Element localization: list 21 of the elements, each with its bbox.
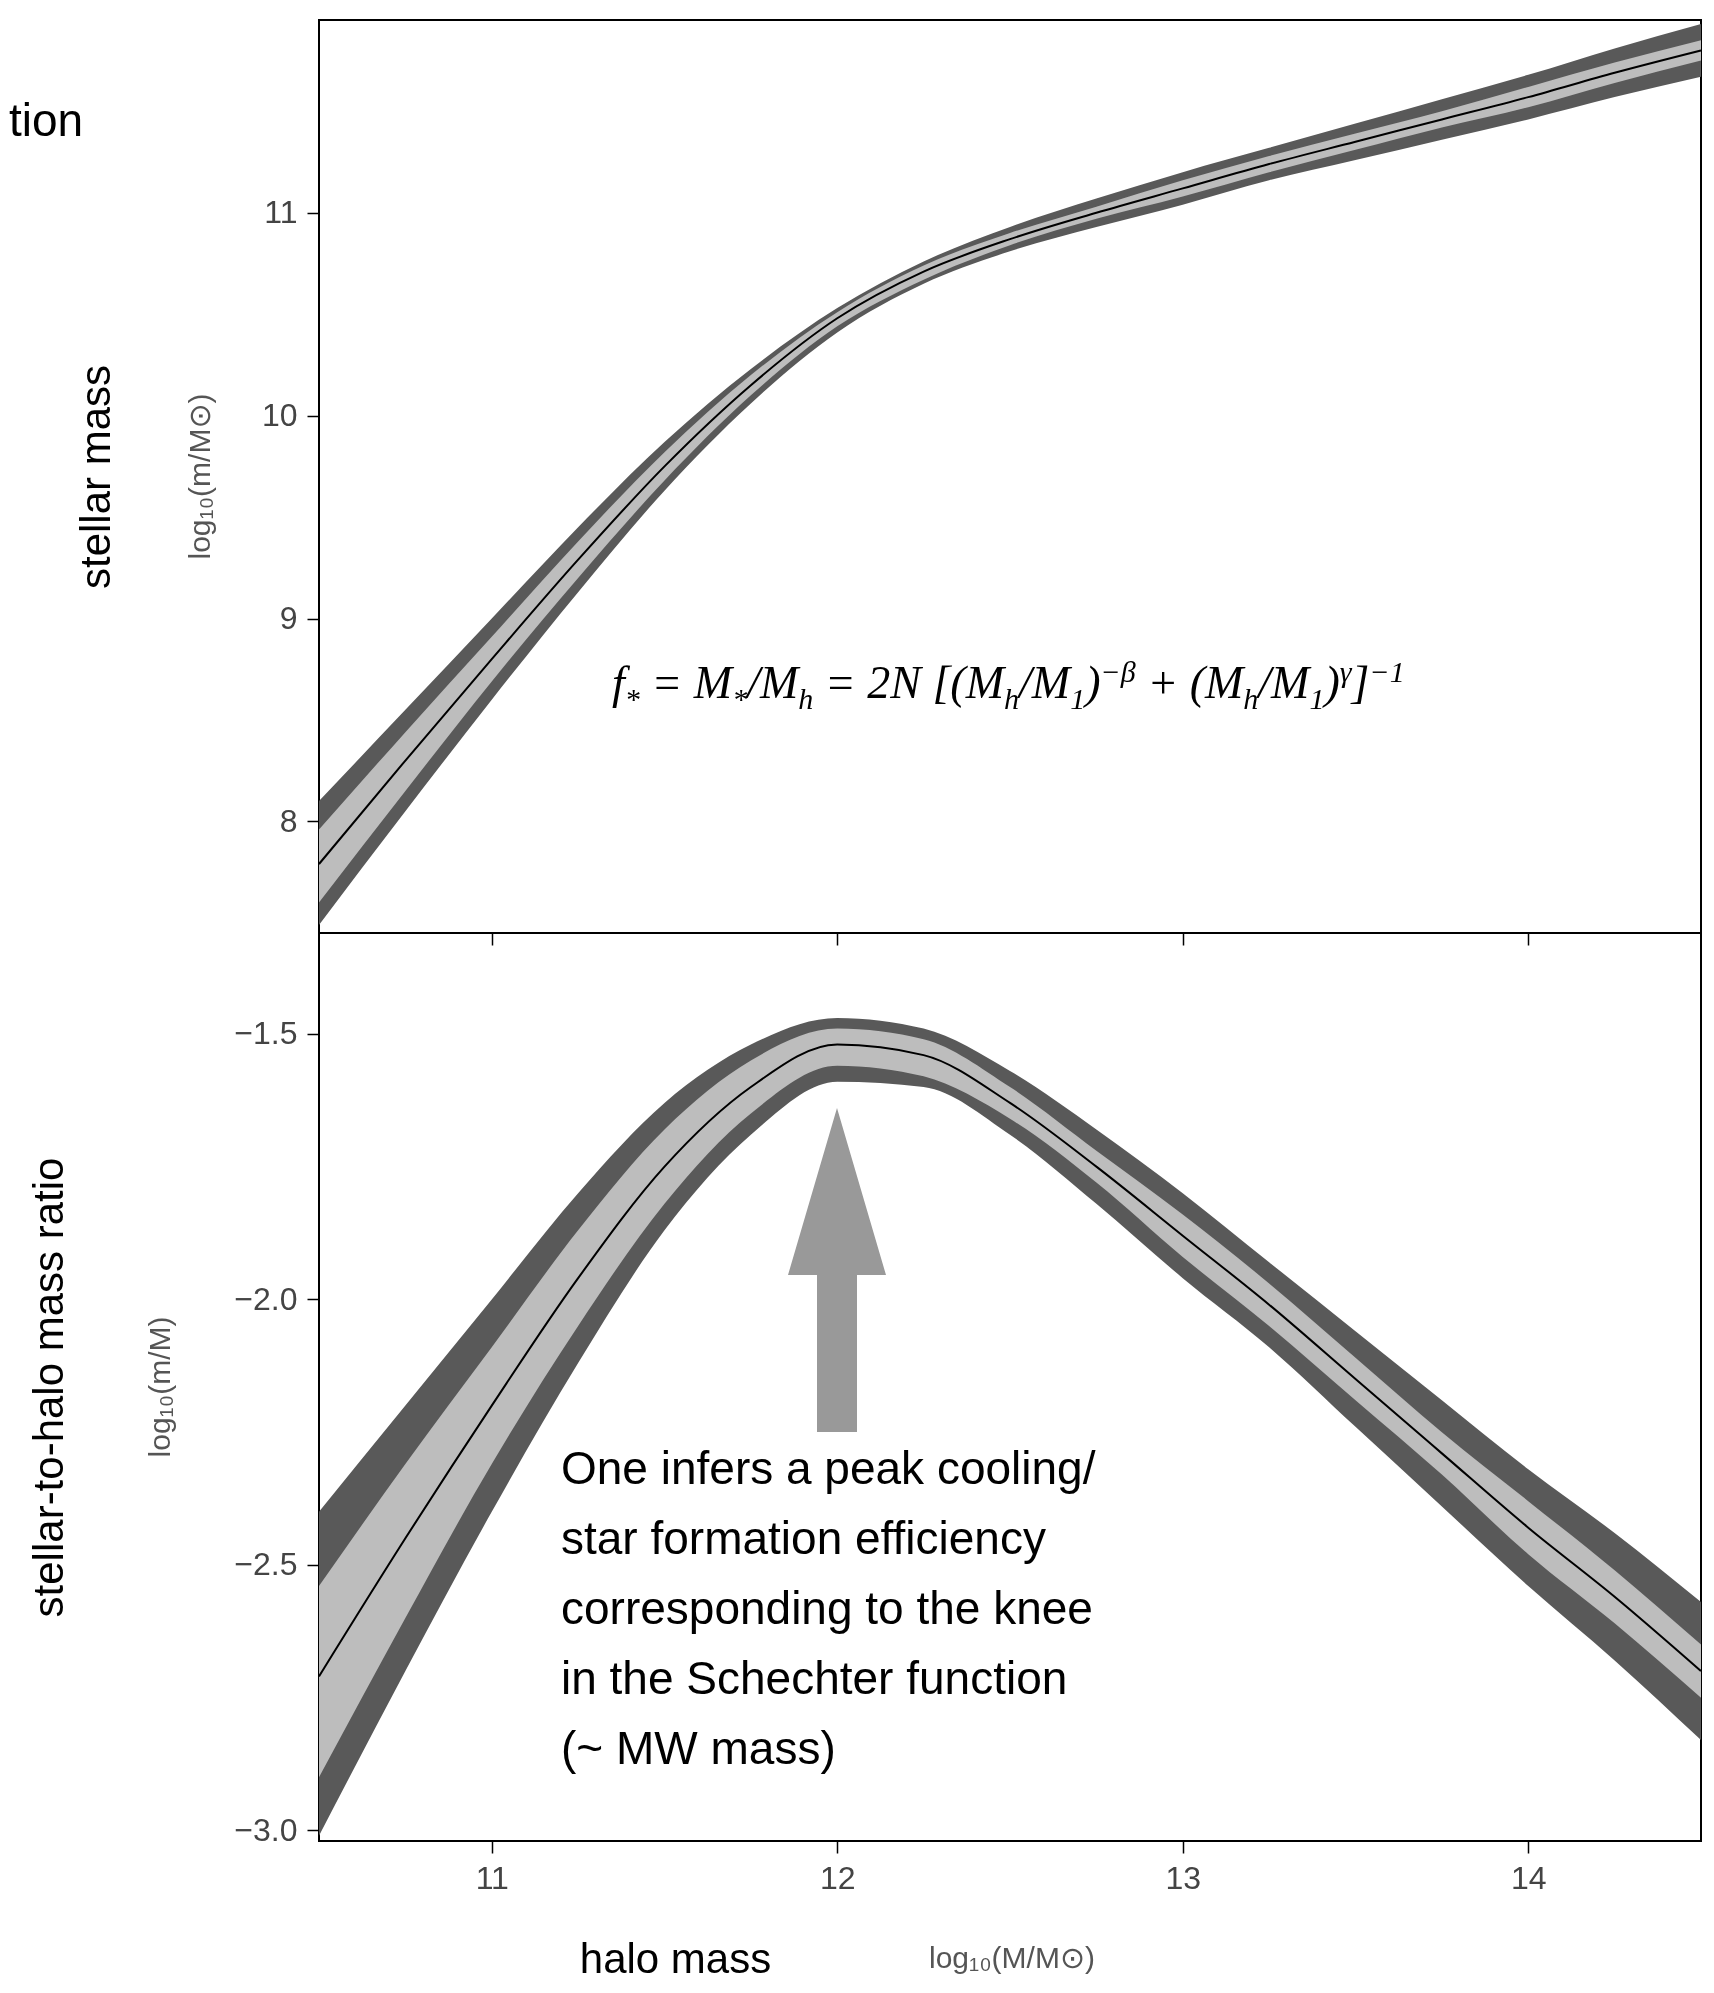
text: log₁₀(M/M⊙) <box>928 1941 1096 1974</box>
text: log₁₀(m/M) <box>143 1316 176 1458</box>
x-tick-label: 11 <box>475 1859 509 1896</box>
y-tick-label: −2.5 <box>234 1546 298 1583</box>
annotation: One infers a peak cooling/ star formation efficiency corresponding to the knee in the Schechter function (~ MW mass) <box>561 1442 1096 1774</box>
y-tick-label: 10 <box>261 397 298 434</box>
text: f$_{*}$ = M$_{*}$/M$_{h}$ = 2N [(M$_{h}$/M$_{1}$)$^{−β}$ + (M$_{h}$/M$_{1}$)$^{γ}$]$^{−1}$ <box>612 655 1405 715</box>
y-tick-label: −1.5 <box>234 1015 298 1052</box>
text: log₁₀(m/M⊙) <box>183 393 216 560</box>
y-tick-label: 8 <box>279 802 298 839</box>
text: tion <box>9 94 84 146</box>
y-tick-label: −3.0 <box>234 1811 298 1848</box>
y-tick-label: 11 <box>264 194 298 231</box>
x-tick-label: 13 <box>1165 1859 1202 1896</box>
x-tick-label: 14 <box>1510 1859 1547 1896</box>
y-axis-title: stellar-to-halo mass ratio <box>24 1157 72 1618</box>
y-axis-title: stellar mass <box>71 364 119 590</box>
x-tick-label: 12 <box>819 1859 856 1896</box>
y-tick-label: 9 <box>279 600 298 637</box>
y-tick-label: −2.0 <box>234 1280 298 1317</box>
x-axis-title: halo mass <box>579 1934 772 1982</box>
